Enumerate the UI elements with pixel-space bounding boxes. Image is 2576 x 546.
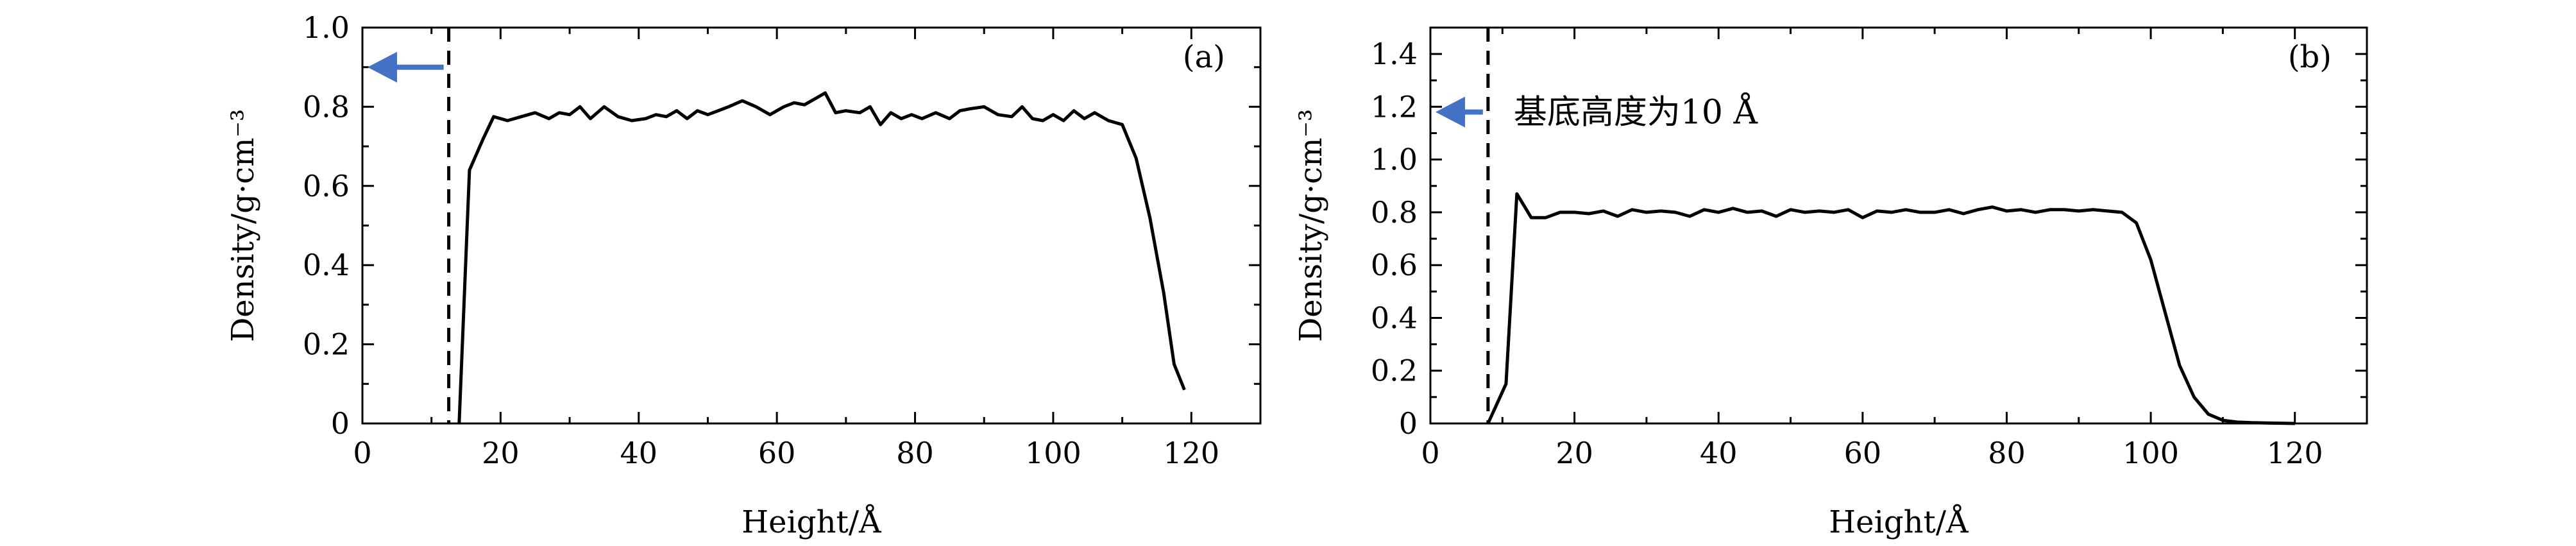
x-tick-label: 40 [620, 436, 657, 470]
density-data-point [1487, 423, 1489, 424]
arrow-head [1436, 96, 1465, 128]
density-data-point [880, 124, 881, 125]
y-tick-label: 0.8 [303, 89, 350, 124]
y-tick-label: 1.0 [303, 10, 350, 45]
x-tick-label: 0 [1421, 436, 1439, 470]
density-data-point [1603, 210, 1604, 212]
y-tick-label: 0.2 [303, 327, 350, 362]
density-data-point [1083, 118, 1085, 119]
blue-left-arrow [1436, 96, 1483, 128]
y-tick-label: 0.6 [1371, 248, 1418, 282]
panel-b: 0 20 40 60 80 100 120 0 0.2 0.4 0.6 0.8 1.0 1.2 1.4 Hei… [1293, 26, 2368, 540]
density-series-line [1486, 192, 2295, 425]
density-data-point [1963, 213, 1964, 214]
x-tick-label: 20 [1555, 436, 1593, 470]
y-tick-label: 1.4 [1371, 37, 1418, 71]
density-data-point [2107, 210, 2108, 212]
density-data-point [1063, 120, 1064, 121]
y-tick-label: 0.4 [1371, 300, 1418, 335]
density-data-point [2063, 209, 2065, 210]
density-data-point [890, 112, 892, 114]
y-axis-title: Density/g·cm⁻³ [225, 109, 261, 342]
density-data-point [835, 112, 836, 114]
density-data-point [493, 116, 495, 117]
x-axis-title: Height/Å [741, 504, 882, 540]
blue-left-arrow [368, 51, 444, 83]
density-data-point [697, 110, 698, 112]
density-data-point [1847, 209, 1849, 210]
density-data-point [534, 112, 536, 114]
x-tick-label: 120 [1163, 436, 1219, 470]
density-data-point [1032, 118, 1033, 119]
density-data-point [935, 112, 936, 114]
density-data-point [507, 120, 508, 121]
y-tick-label: 0 [1399, 406, 1418, 441]
y-tick-label: 0.6 [303, 169, 350, 203]
x-tick-label: 40 [1700, 436, 1738, 470]
y-tick-label: 0 [331, 406, 350, 441]
x-tick-label: 100 [1025, 436, 1081, 470]
panel-label: (a) [1183, 39, 1225, 75]
density-data-point [548, 118, 550, 119]
x-tick-label: 20 [482, 436, 520, 470]
y-tick-label: 1.2 [1371, 89, 1418, 124]
density-data-point [645, 118, 647, 119]
plot-frame [361, 26, 1262, 425]
density-data-point [1184, 389, 1185, 391]
density-data-point [1495, 407, 1496, 408]
density-data-point [949, 118, 950, 119]
x-tick-label: 60 [1844, 436, 1882, 470]
x-tick-label: 0 [353, 436, 371, 470]
density-data-point [1042, 120, 1044, 121]
panel-label: (b) [2288, 39, 2332, 75]
density-data-point [482, 138, 484, 139]
x-tick-label: 60 [758, 436, 796, 470]
density-data-point [901, 118, 902, 119]
density-data-point [911, 114, 912, 115]
density-data-point [1818, 210, 1820, 212]
y-tick-label: 1.0 [1371, 142, 1418, 177]
density-data-point [1094, 112, 1096, 114]
x-tick-label: 120 [2267, 436, 2323, 470]
density-data-point [589, 118, 591, 119]
density-data-point [825, 92, 826, 94]
density-data-point [2251, 422, 2252, 423]
arrow-head [368, 51, 397, 83]
density-data-point [1122, 124, 1123, 125]
density-data-point [469, 169, 470, 171]
density-data-point [1790, 209, 1792, 210]
density-data-point [2078, 210, 2080, 212]
substrate-annotation: 基底高度为10 Å [1514, 92, 1759, 132]
density-data-point [686, 118, 688, 119]
density-data-point [997, 114, 999, 115]
density-data-point [2049, 209, 2051, 210]
density-data-point [2092, 209, 2094, 210]
density-data-point [1775, 216, 1777, 217]
panel-a: 0 20 40 60 80 100 120 0 0.2 0.4 0.6 0.8 1.0 Height/Å D… [225, 10, 1262, 540]
density-data-point [1108, 120, 1109, 121]
x-axis-title: Height/Å [1829, 504, 1969, 540]
y-axis-title: Density/g·cm⁻³ [1293, 109, 1329, 342]
x-tick-label: 100 [2123, 436, 2179, 470]
density-data-point [2006, 210, 2007, 212]
density-data-point [1761, 210, 1763, 212]
x-tick-label: 80 [1988, 436, 2026, 470]
density-data-point [845, 110, 847, 112]
plot-frame [1429, 26, 2368, 425]
y-tick-label: 0.8 [1371, 195, 1418, 230]
y-tick-label: 0.4 [303, 248, 350, 282]
density-data-point [2294, 423, 2296, 424]
y-tick-label: 0.2 [1371, 354, 1418, 388]
x-tick-label: 80 [896, 436, 934, 470]
density-series-line [457, 91, 1186, 424]
